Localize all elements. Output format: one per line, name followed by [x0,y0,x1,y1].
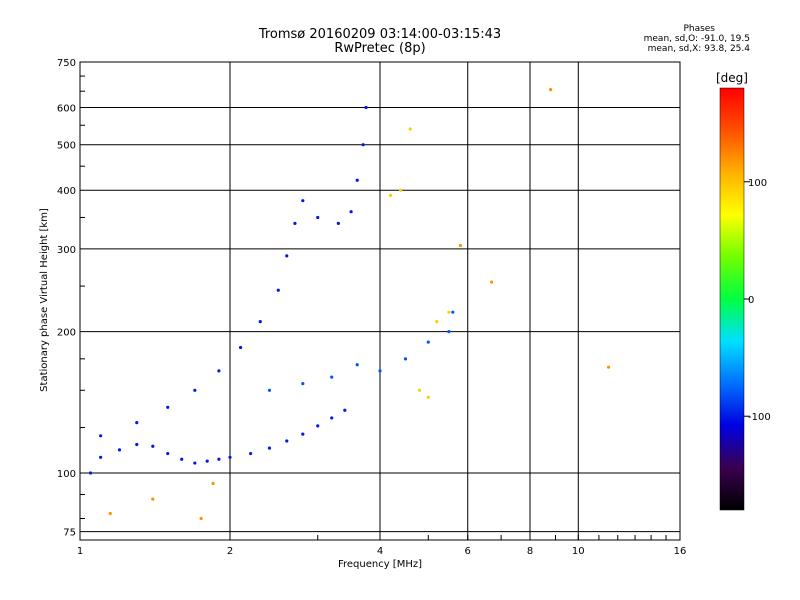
colorbar [719,87,745,511]
data-point [249,451,253,456]
y-tick-label: 75 [63,528,76,539]
data-point [211,481,215,486]
data-point [99,455,103,459]
data-point [267,446,272,450]
data-point [490,280,494,284]
data-point [458,243,463,248]
data-point [336,221,340,225]
data-point [349,210,353,214]
data-point [316,424,320,428]
y-axis-label: Stationary phase Virtual Height [km] [39,208,50,392]
colorbar-tick-label: 100 [748,178,767,189]
data-point [451,310,455,314]
chart-title: Tromsø 20160209 03:14:00-03:15:43 [258,27,502,42]
data-point [426,395,430,399]
data-point [378,369,382,373]
x-tick-label: 2 [227,546,233,557]
colorbar-tick-label: 0 [748,295,754,306]
x-tick-label: 10 [572,546,585,557]
x-tick-label: 6 [465,546,471,557]
data-point [151,497,155,501]
data-point [238,345,243,350]
data-point [447,330,451,334]
x-tick-label: 1 [77,546,83,557]
grid-lines [80,62,680,540]
data-point [99,434,103,438]
y-tick-label: 750 [57,58,76,69]
y-tick-label: 400 [57,186,76,197]
data-point [285,439,289,443]
data-point [330,375,334,379]
data-point [408,127,412,131]
data-point [301,432,305,436]
data-point [606,365,611,369]
data-point [108,511,112,516]
y-tick-label: 500 [57,141,76,152]
data-point [361,143,365,147]
data-point [355,363,359,367]
phase-stats: Phases mean, sd,O: -91.0, 19.5 mean, sd,… [550,24,750,54]
data-point [217,457,221,461]
data-point [199,516,203,521]
data-points [88,88,611,521]
data-point [417,388,422,392]
data-point [151,444,155,448]
data-point [364,105,368,110]
data-point [135,421,139,425]
chart-subtitle: RwPretec (8p) [334,41,426,56]
data-point [135,442,139,447]
x-tick-label: 16 [674,546,687,557]
y-axis-ticks: 75 100 200 300 400 500 600 750 [57,58,85,539]
data-point [267,388,272,392]
data-point [549,88,553,92]
data-point [301,381,305,386]
data-point [193,461,197,465]
data-point [388,193,393,197]
data-point [217,369,221,373]
data-point [228,455,232,459]
data-point [285,254,289,258]
data-point [166,451,170,456]
colorbar-label: [deg] [716,71,748,85]
data-point [330,416,334,420]
data-point [205,459,209,463]
data-point [166,405,170,409]
data-point [399,188,403,192]
data-point [276,288,280,292]
colorbar-ticks: -100 0 100 [744,178,771,423]
data-point [258,320,262,324]
data-point [316,215,320,220]
phase-stats-heading: Phases [683,24,715,34]
colorbar-tick-label: -100 [748,412,771,423]
phase-stats-o-mode: mean, sd,O: -91.0, 19.5 [643,34,750,44]
y-tick-label: 600 [57,104,76,115]
data-point [355,178,359,182]
data-point [301,199,305,203]
phase-stats-x-mode: mean, sd,X: 93.8, 25.4 [647,44,750,54]
data-point [403,357,408,361]
y-tick-label: 300 [57,245,76,256]
data-point [343,408,347,412]
x-axis-ticks: 1 2 4 6 8 10 16 [77,535,687,557]
data-point [117,448,122,452]
x-tick-label: 8 [527,546,533,557]
y-tick-label: 200 [57,328,76,339]
data-point [88,471,93,475]
y-tick-label: 100 [57,469,76,480]
data-point [293,221,297,225]
x-axis-label: Frequency [MHz] [338,559,422,570]
data-point [447,310,451,314]
data-point [193,388,197,392]
data-point [426,340,430,344]
data-point [180,457,184,461]
x-tick-label: 4 [377,546,383,557]
data-point [435,320,439,324]
